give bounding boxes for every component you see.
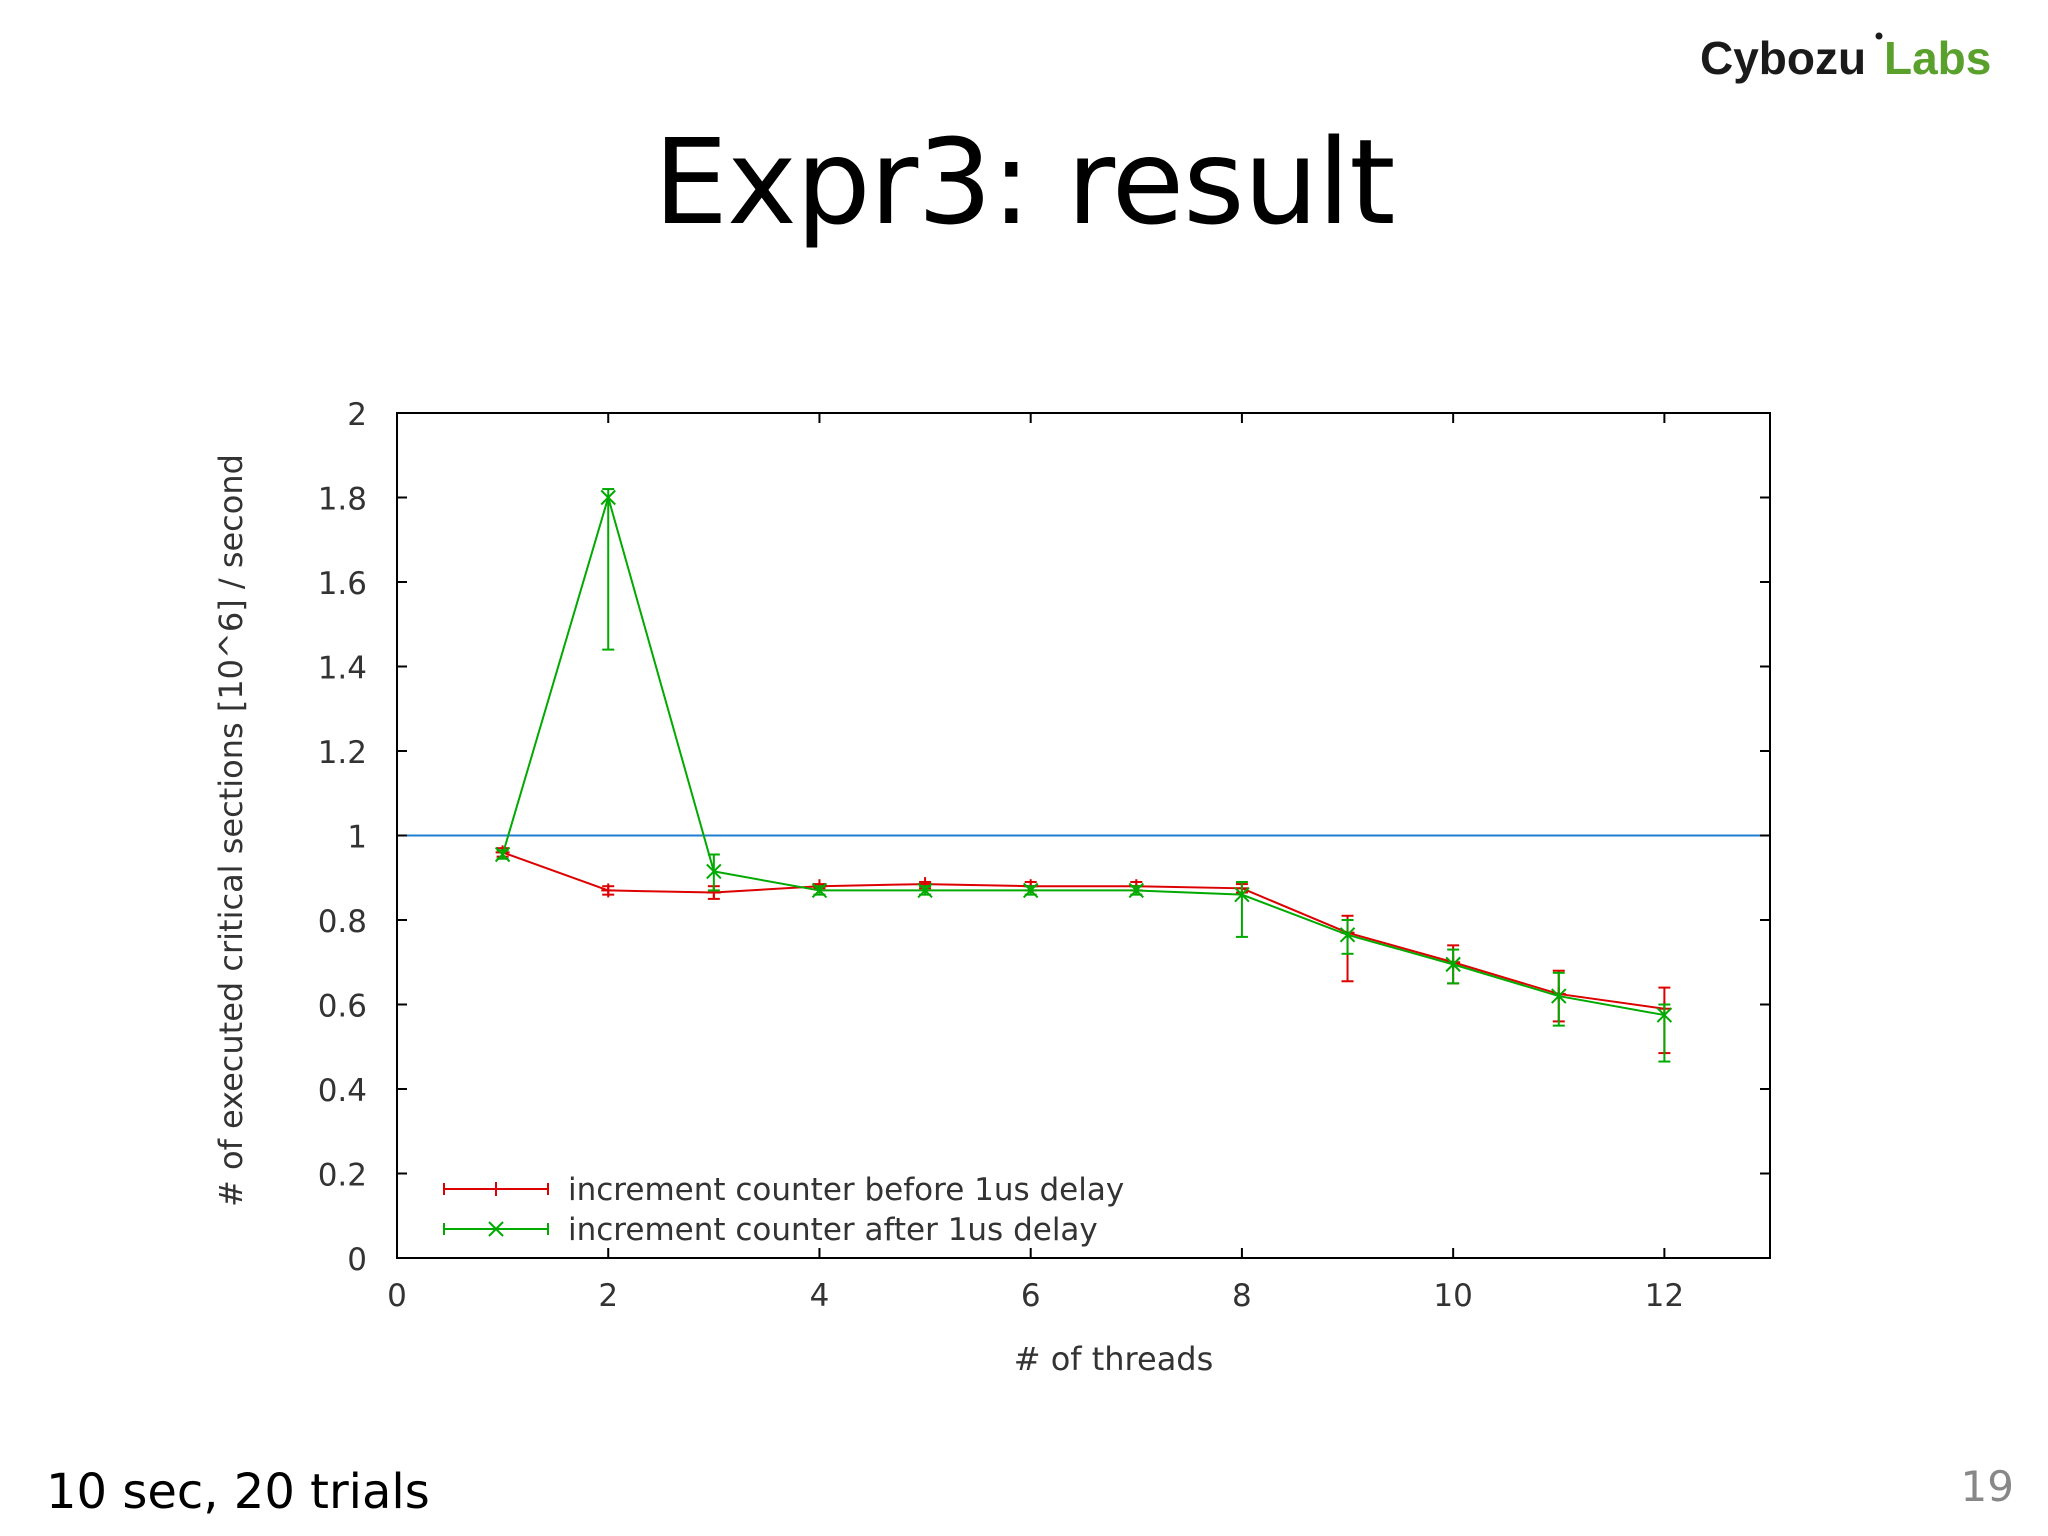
page-number: 19: [1960, 1462, 2014, 1511]
x-tick-label: 10: [1433, 1278, 1472, 1314]
data-point: [1339, 927, 1356, 943]
y-tick-label: 1.4: [318, 651, 367, 687]
data-point: [1445, 956, 1461, 973]
y-tick-label: 1.8: [318, 482, 367, 518]
data-point: [600, 489, 616, 506]
x-tick-label: 8: [1232, 1278, 1252, 1314]
y-tick-label: 0.8: [318, 904, 367, 940]
legend-label: increment counter before 1us delay: [568, 1172, 1124, 1208]
y-tick-label: 1.6: [318, 566, 367, 602]
logo-registered-dot: [1875, 32, 1883, 40]
x-axis-label: # of threads: [1014, 1340, 1214, 1378]
y-tick-label: 1: [347, 820, 367, 856]
x-tick-label: 4: [810, 1278, 830, 1314]
y-axis-label: # of executed critical sections [10^6] /…: [212, 454, 250, 1207]
y-tick-label: 0: [347, 1242, 367, 1278]
data-point: [1656, 1007, 1673, 1023]
y-tick-label: 0.4: [318, 1073, 367, 1109]
data-point: [1551, 988, 1567, 1004]
x-tick-label: 0: [387, 1278, 407, 1314]
legend-marker: [488, 1221, 504, 1237]
y-tick-label: 0.6: [318, 989, 367, 1025]
logo-part-labs: Labs: [1884, 32, 1991, 84]
x-tick-label: 12: [1645, 1278, 1684, 1314]
cybozu-labs-logo: Cybozu Labs: [1700, 32, 1991, 84]
logo-part-cybozu: Cybozu: [1700, 32, 1866, 84]
series-line-2: [501, 493, 1665, 1017]
trial-note: 10 sec, 20 trials: [46, 1464, 430, 1520]
slide-title: Expr3: result: [653, 113, 1396, 251]
data-point: [1234, 886, 1250, 903]
data-point: [706, 863, 722, 880]
results-line-chart: 0 0.2 0.4 0.6 0.8 1 1.2 1.4 1.6 1.8 2 0 2 4 6 8 10 12 # of…: [212, 397, 1771, 1378]
y-tick-label: 0.2: [318, 1158, 367, 1194]
data-point: [1022, 882, 1039, 899]
series-line-1: [502, 851, 1665, 1010]
data-point: [1128, 882, 1145, 899]
data-point: [494, 846, 511, 863]
x-tick-label: 2: [598, 1278, 618, 1314]
data-point: [917, 882, 933, 899]
y-tick-label: 2: [347, 397, 367, 433]
y-tick-label: 1.2: [318, 735, 367, 771]
data-point: [811, 882, 828, 899]
x-tick-label: 6: [1021, 1278, 1041, 1314]
legend-label: increment counter after 1us delay: [568, 1212, 1098, 1248]
